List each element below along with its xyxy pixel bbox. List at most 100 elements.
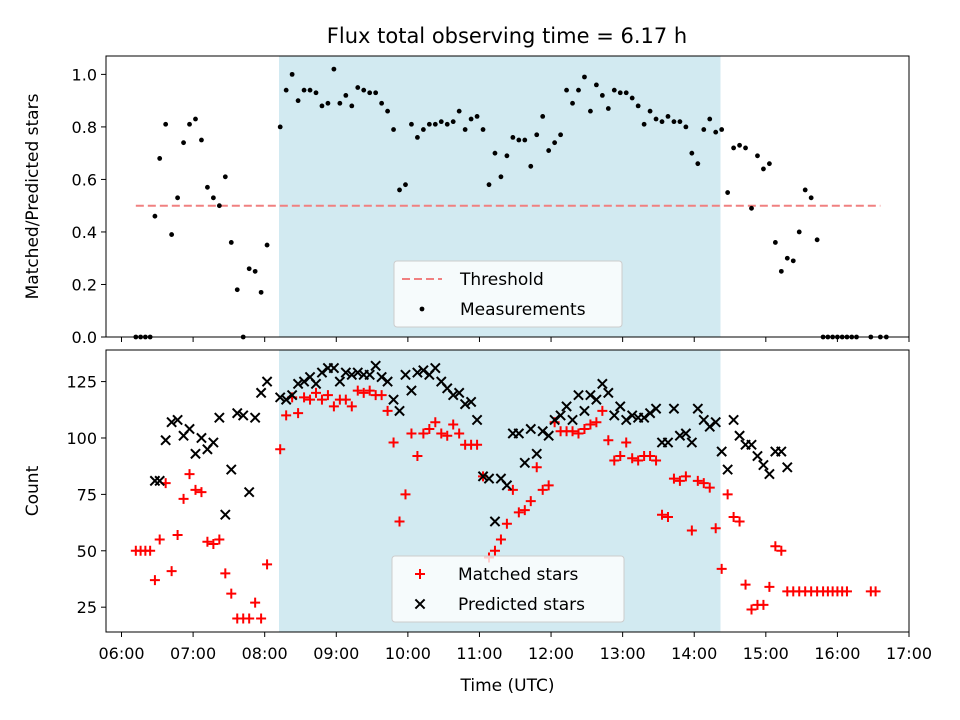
data-point xyxy=(579,423,590,434)
data-point xyxy=(725,190,731,195)
data-point xyxy=(231,407,243,419)
data-point xyxy=(752,450,763,462)
x-tick-label: 13:00 xyxy=(600,644,646,663)
data-point xyxy=(716,563,727,574)
data-point xyxy=(394,516,405,527)
data-point xyxy=(784,255,790,261)
data-point xyxy=(519,505,530,516)
data-point xyxy=(252,268,258,274)
data-point xyxy=(412,451,423,462)
x-tick-label: 11:00 xyxy=(456,644,502,663)
data-point xyxy=(552,140,558,146)
data-point xyxy=(501,480,513,491)
data-point xyxy=(385,108,390,114)
y-axis-label: Matched/Predicted stars xyxy=(23,93,43,299)
data-point xyxy=(713,129,719,135)
y-tick-label: 0.2 xyxy=(72,275,97,294)
data-point xyxy=(307,87,313,93)
data-point xyxy=(154,475,165,487)
data-point xyxy=(614,401,626,412)
data-point xyxy=(340,367,352,378)
data-point xyxy=(573,389,584,401)
data-point xyxy=(456,108,462,114)
data-point xyxy=(193,116,198,122)
data-point xyxy=(764,468,775,480)
data-point xyxy=(255,387,267,399)
data-point xyxy=(352,385,363,396)
data-point xyxy=(391,127,396,132)
data-point xyxy=(870,586,881,597)
data-point xyxy=(249,412,261,423)
data-point xyxy=(149,575,160,586)
data-point xyxy=(208,437,219,448)
data-point xyxy=(746,439,757,451)
data-point xyxy=(424,423,435,434)
data-point xyxy=(513,507,524,518)
data-point xyxy=(615,451,626,462)
data-point xyxy=(222,174,228,180)
data-point xyxy=(483,473,495,484)
data-point xyxy=(214,534,225,545)
data-point xyxy=(220,509,231,520)
x-axis-label: Time (UTC) xyxy=(460,676,555,696)
data-point xyxy=(543,480,554,491)
data-point xyxy=(373,90,379,96)
data-point xyxy=(364,385,375,396)
data-point xyxy=(228,240,234,245)
data-point xyxy=(716,446,727,457)
x-tick-label: 08:00 xyxy=(242,644,288,663)
data-point xyxy=(489,545,500,556)
data-point xyxy=(728,414,739,426)
data-point xyxy=(633,455,644,466)
data-point xyxy=(210,195,216,201)
data-point xyxy=(459,398,471,410)
data-point xyxy=(635,103,641,109)
data-point xyxy=(796,229,802,235)
data-point xyxy=(570,100,575,106)
y-tick-label: 0.0 xyxy=(72,328,97,347)
data-point xyxy=(680,428,692,439)
data-point xyxy=(349,103,355,109)
data-point xyxy=(728,511,739,522)
data-point xyxy=(286,389,298,401)
data-point xyxy=(567,426,578,437)
legend-marker xyxy=(414,598,426,610)
data-point xyxy=(145,545,156,556)
data-point xyxy=(528,163,534,169)
data-point xyxy=(453,387,465,399)
data-point xyxy=(358,387,369,398)
data-point xyxy=(205,184,210,190)
data-point xyxy=(758,599,769,610)
data-point xyxy=(334,376,346,387)
data-point xyxy=(319,103,325,109)
data-point xyxy=(325,100,331,106)
data-point xyxy=(292,378,304,390)
data-point xyxy=(310,387,321,398)
legend-marker xyxy=(419,306,425,312)
data-point xyxy=(472,439,483,450)
data-point xyxy=(611,87,617,93)
data-point xyxy=(397,187,402,193)
data-point xyxy=(462,127,468,132)
data-point xyxy=(280,394,292,405)
data-point xyxy=(190,484,201,495)
data-point xyxy=(382,376,393,387)
data-point xyxy=(686,525,697,536)
data-point xyxy=(546,148,552,153)
data-point xyxy=(626,410,638,421)
data-point xyxy=(668,403,680,414)
data-point xyxy=(237,410,249,421)
data-point xyxy=(244,613,255,624)
data-point xyxy=(719,127,725,132)
data-point xyxy=(166,416,177,428)
data-point xyxy=(172,529,183,540)
series-measurements xyxy=(133,66,889,340)
data-point xyxy=(301,87,307,93)
data-point xyxy=(629,95,635,101)
data-point xyxy=(701,127,707,132)
data-point xyxy=(486,182,492,188)
data-point xyxy=(199,137,204,143)
legend-marker xyxy=(415,569,425,579)
data-point xyxy=(597,378,608,390)
data-point xyxy=(367,90,373,96)
